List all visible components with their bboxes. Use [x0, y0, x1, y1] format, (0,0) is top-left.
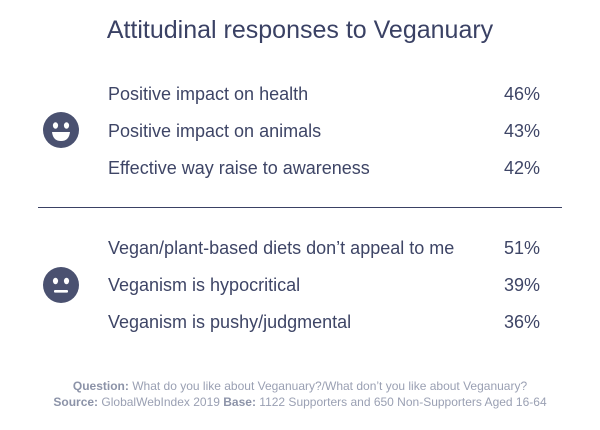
footer-source: Source: GlobalWebIndex 2019 Base: 1122 S… — [0, 394, 600, 410]
base-label: Base: — [223, 395, 256, 409]
row-label: Positive impact on health — [108, 84, 309, 104]
table-row: Veganism is hypocritical 39% — [108, 273, 540, 297]
row-label: Veganism is pushy/judgmental — [108, 312, 352, 332]
row-label: Effective way raise to awareness — [108, 158, 370, 178]
source-text: GlobalWebIndex 2019 — [101, 395, 220, 409]
row-value: 36% — [503, 312, 540, 332]
row-value: 43% — [503, 121, 540, 141]
row-label: Veganism is hypocritical — [108, 275, 301, 295]
table-row: Veganism is pushy/judgmental 36% — [108, 310, 540, 334]
source-label: Source: — [53, 395, 99, 409]
base-text: 1122 Supporters and 650 Non-Supporters A… — [259, 395, 547, 409]
smiley-face-icon — [43, 112, 79, 148]
section-divider — [38, 207, 562, 208]
footer-question: Question: What do you like about Veganua… — [0, 378, 600, 394]
row-value: 51% — [503, 238, 540, 258]
row-value: 42% — [503, 158, 540, 178]
row-value: 46% — [503, 84, 540, 104]
question-label: Question: — [72, 379, 129, 393]
question-text: What do you like about Veganuary?/What d… — [132, 379, 528, 393]
table-row: Positive impact on health 46% — [108, 82, 540, 106]
row-value: 39% — [503, 275, 540, 295]
table-row: Positive impact on animals 43% — [108, 119, 540, 143]
row-label: Vegan/plant-based diets don’t appeal to … — [108, 238, 455, 258]
table-row: Vegan/plant-based diets don’t appeal to … — [108, 236, 540, 260]
row-label: Positive impact on animals — [108, 121, 322, 141]
table-row: Effective way raise to awareness 42% — [108, 156, 540, 180]
chart-title: Attitudinal responses to Veganuary — [106, 16, 494, 44]
neutral-face-icon — [43, 267, 79, 303]
